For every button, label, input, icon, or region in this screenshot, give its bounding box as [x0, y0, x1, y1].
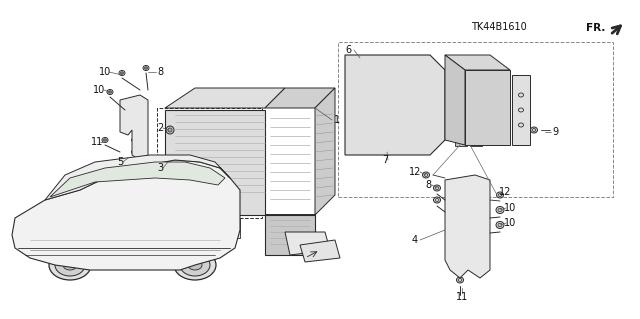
Bar [512, 75, 530, 145]
Text: TK44B1610: TK44B1610 [471, 22, 527, 32]
Ellipse shape [160, 156, 170, 164]
Text: 11: 11 [91, 137, 103, 147]
Polygon shape [165, 88, 285, 108]
Ellipse shape [496, 221, 504, 228]
Ellipse shape [497, 192, 504, 198]
Text: 6: 6 [345, 45, 351, 55]
Ellipse shape [104, 139, 106, 141]
Ellipse shape [168, 128, 172, 132]
Ellipse shape [433, 185, 440, 191]
Text: 8: 8 [157, 67, 163, 77]
Text: 5: 5 [117, 157, 123, 167]
Text: 2: 2 [157, 123, 163, 133]
Bar [265, 215, 315, 255]
Bar [165, 110, 265, 215]
Text: 10: 10 [504, 218, 516, 228]
Text: 7: 7 [382, 155, 388, 165]
Polygon shape [300, 240, 340, 262]
Polygon shape [265, 88, 335, 108]
Text: 4: 4 [412, 235, 418, 245]
Ellipse shape [166, 126, 174, 134]
Ellipse shape [108, 161, 152, 179]
Ellipse shape [456, 277, 463, 283]
Ellipse shape [174, 250, 216, 280]
Bar [220, 218, 240, 238]
Bar [18, 218, 43, 238]
Ellipse shape [188, 260, 202, 270]
Ellipse shape [109, 91, 111, 93]
Polygon shape [45, 155, 230, 200]
Bar [470, 138, 482, 146]
Polygon shape [285, 232, 330, 255]
Bar [338, 42, 613, 197]
Ellipse shape [145, 67, 147, 69]
Ellipse shape [355, 75, 419, 135]
Ellipse shape [358, 79, 416, 131]
Text: 12: 12 [409, 167, 421, 177]
Ellipse shape [49, 250, 91, 280]
Polygon shape [120, 95, 148, 160]
Text: 8: 8 [425, 180, 431, 190]
Bar [455, 138, 467, 146]
Text: 10: 10 [504, 203, 516, 213]
Text: 11: 11 [456, 292, 468, 302]
Text: 3: 3 [157, 163, 163, 173]
Ellipse shape [422, 172, 429, 178]
Polygon shape [345, 55, 445, 155]
Ellipse shape [63, 260, 77, 270]
Text: 10: 10 [93, 85, 105, 95]
Text: FR.: FR. [586, 23, 605, 33]
Polygon shape [50, 162, 225, 197]
Text: 12: 12 [499, 187, 511, 197]
Polygon shape [445, 55, 510, 70]
Text: 9: 9 [552, 127, 558, 137]
Ellipse shape [531, 127, 538, 133]
Polygon shape [445, 175, 490, 278]
Ellipse shape [433, 197, 440, 203]
Bar [157, 108, 262, 218]
Ellipse shape [496, 206, 504, 213]
Polygon shape [12, 160, 240, 270]
Ellipse shape [55, 254, 85, 276]
Ellipse shape [120, 72, 124, 74]
Ellipse shape [180, 254, 210, 276]
Polygon shape [265, 88, 335, 215]
Text: 1: 1 [334, 115, 340, 125]
Ellipse shape [173, 161, 182, 168]
Bar [450, 80, 505, 135]
Polygon shape [445, 55, 465, 145]
Text: 10: 10 [99, 67, 111, 77]
Polygon shape [465, 70, 510, 145]
Ellipse shape [122, 170, 157, 186]
